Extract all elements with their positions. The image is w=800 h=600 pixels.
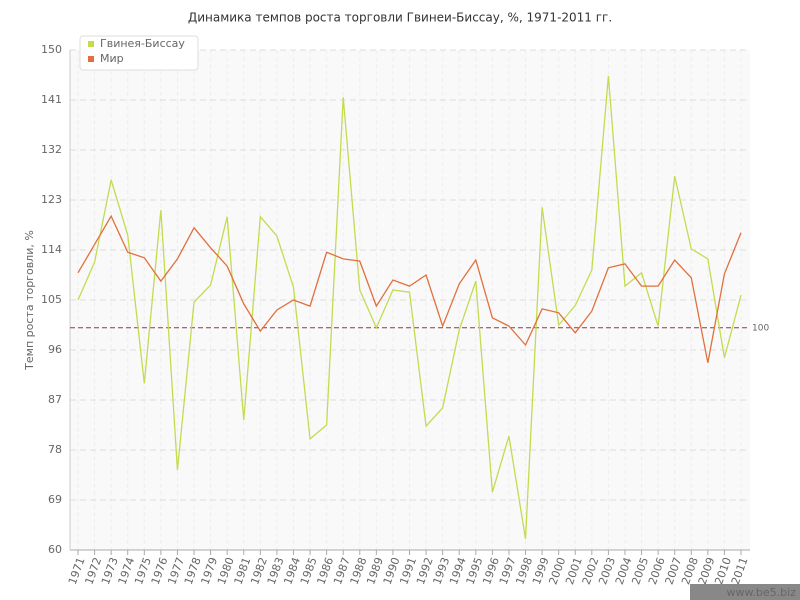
y-tick-label: 114 [41,243,62,256]
y-tick-label: 105 [41,293,62,306]
y-tick-label: 87 [48,393,62,406]
legend-box [79,35,199,71]
y-tick-label: 123 [41,193,62,206]
legend-swatch [88,56,94,62]
y-tick-label: 132 [41,143,62,156]
reference-label: 100 [752,323,769,333]
series-line [77,214,742,363]
y-tick-label: 78 [48,443,62,456]
y-tick-label: 60 [48,543,62,556]
y-tick-label: 150 [41,43,62,56]
y-tick-label: 96 [48,343,62,356]
legend-swatch [88,41,94,47]
legend-label: Мир [100,52,124,65]
legend-label: Гвинея-Биссау [100,37,185,50]
y-tick-label: 69 [48,493,62,506]
chart-title: Динамика темпов роста торговли Гвинеи-Би… [188,11,612,25]
watermark: www.be5.biz [726,586,796,599]
y-axis-label: Темп роста торговли, % [23,230,36,371]
watermark-bg [690,584,800,600]
y-tick-label: 141 [41,93,62,106]
series-line [77,76,742,539]
